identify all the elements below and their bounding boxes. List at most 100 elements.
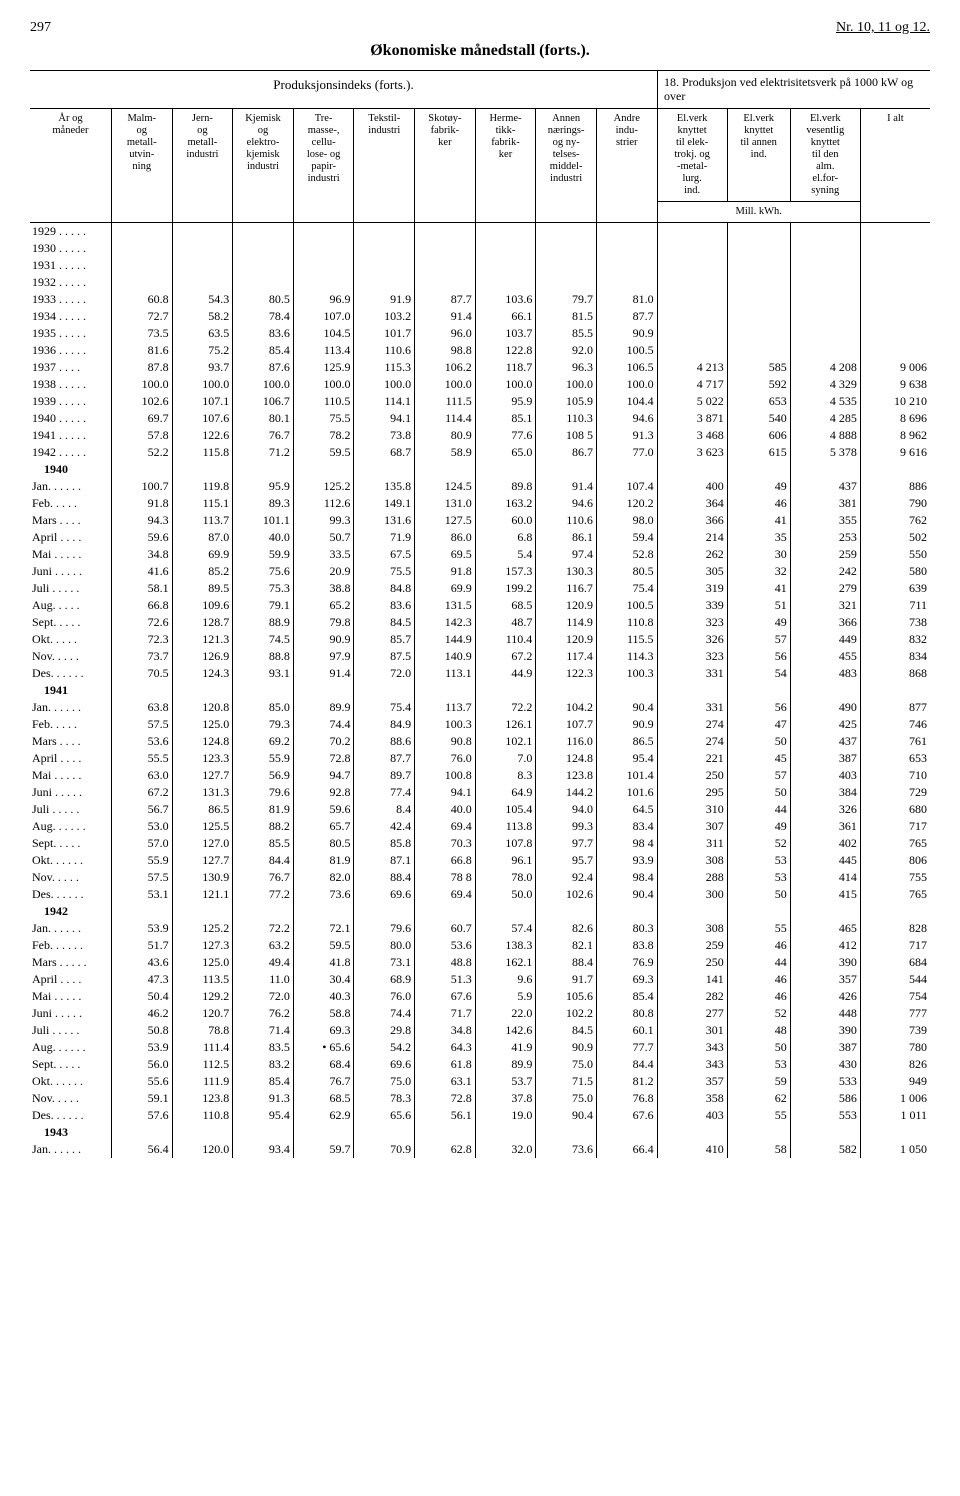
cell: 53.9 <box>111 1039 172 1056</box>
cell: 311 <box>657 835 727 852</box>
cell: 83.5 <box>233 1039 294 1056</box>
cell: 91.8 <box>111 495 172 512</box>
row-label: Aug. . . . . . <box>30 1039 111 1056</box>
cell: 122.3 <box>536 665 597 682</box>
cell: 361 <box>790 818 860 835</box>
cell: 323 <box>657 614 727 631</box>
cell: 122.6 <box>172 427 233 444</box>
cell <box>293 461 354 478</box>
cell: 72.0 <box>233 988 294 1005</box>
cell: 53.0 <box>111 818 172 835</box>
table-row: Jan. . . . . .53.9125.272.272.179.660.75… <box>30 920 930 937</box>
cell: 72.6 <box>111 614 172 631</box>
cell: 63.0 <box>111 767 172 784</box>
cell: 69.5 <box>415 546 476 563</box>
cell: 483 <box>790 665 860 682</box>
cell <box>860 223 930 241</box>
cell: 755 <box>860 869 930 886</box>
cell: 79.1 <box>233 597 294 614</box>
cell: 40.3 <box>293 988 354 1005</box>
cell: 102.6 <box>111 393 172 410</box>
cell: 51 <box>727 597 790 614</box>
cell: 57.5 <box>111 716 172 733</box>
cell: 381 <box>790 495 860 512</box>
cell: 63.2 <box>233 937 294 954</box>
cell <box>415 257 476 274</box>
cell: 100.5 <box>596 342 657 359</box>
cell: 790 <box>860 495 930 512</box>
cell: 68.5 <box>293 1090 354 1107</box>
cell <box>657 291 727 308</box>
row-label: 1932 . . . . . <box>30 274 111 291</box>
cell: 68.7 <box>354 444 415 461</box>
cell: 710 <box>860 767 930 784</box>
cell: 74.4 <box>293 716 354 733</box>
cell: 331 <box>657 699 727 716</box>
row-label: April . . . . <box>30 529 111 546</box>
cell: 67.2 <box>475 648 536 665</box>
cell: 64.5 <box>596 801 657 818</box>
cell: 56.9 <box>233 767 294 784</box>
cell <box>354 240 415 257</box>
cell: 40.0 <box>415 801 476 818</box>
cell: 125.0 <box>172 954 233 971</box>
cell: 115.3 <box>354 359 415 376</box>
cell: 138.3 <box>475 937 536 954</box>
cell: 52.8 <box>596 546 657 563</box>
cell <box>293 682 354 699</box>
cell <box>860 291 930 308</box>
th-c9: Andreindu-strier <box>596 109 657 223</box>
row-label: 1936 . . . . . <box>30 342 111 359</box>
cell: 94.6 <box>596 410 657 427</box>
cell: 72.0 <box>354 665 415 682</box>
table-row: 1936 . . . . .81.675.285.4113.4110.698.8… <box>30 342 930 359</box>
cell: 22.0 <box>475 1005 536 1022</box>
cell: 3 623 <box>657 444 727 461</box>
table-row: Juli . . . . .56.786.581.959.68.440.0105… <box>30 801 930 818</box>
cell <box>354 461 415 478</box>
cell: 99.3 <box>536 818 597 835</box>
cell: 615 <box>727 444 790 461</box>
row-label: Okt. . . . . . <box>30 1073 111 1090</box>
cell: 118.7 <box>475 359 536 376</box>
cell: 69.9 <box>172 546 233 563</box>
cell: 449 <box>790 631 860 648</box>
cell: 53.6 <box>111 733 172 750</box>
cell: 70.5 <box>111 665 172 682</box>
cell: 53 <box>727 1056 790 1073</box>
cell <box>293 240 354 257</box>
cell: • 65.6 <box>293 1039 354 1056</box>
cell: 366 <box>657 512 727 529</box>
cell: 105.9 <box>536 393 597 410</box>
cell: 58.2 <box>172 308 233 325</box>
row-label: Mai . . . . . <box>30 767 111 784</box>
cell: 99.3 <box>293 512 354 529</box>
cell: 85.5 <box>536 325 597 342</box>
cell: 87.7 <box>415 291 476 308</box>
cell: 66.8 <box>415 852 476 869</box>
cell: 49.4 <box>233 954 294 971</box>
cell: 69.6 <box>354 886 415 903</box>
cell: 339 <box>657 597 727 614</box>
cell: 51.3 <box>415 971 476 988</box>
cell: 79.6 <box>354 920 415 937</box>
cell: 53.6 <box>415 937 476 954</box>
cell <box>727 223 790 241</box>
cell: 122.8 <box>475 342 536 359</box>
cell: 127.0 <box>172 835 233 852</box>
cell: 490 <box>790 699 860 716</box>
cell: 4 208 <box>790 359 860 376</box>
th-c2: Jern-ogmetall-industri <box>172 109 233 223</box>
cell: 71.7 <box>415 1005 476 1022</box>
cell: 502 <box>860 529 930 546</box>
cell: 66.4 <box>596 1141 657 1158</box>
cell: 82.6 <box>536 920 597 937</box>
cell: 53 <box>727 852 790 869</box>
cell: 75.5 <box>354 563 415 580</box>
cell: 91.3 <box>596 427 657 444</box>
cell <box>172 240 233 257</box>
cell: 76.7 <box>233 427 294 444</box>
row-label: April . . . . <box>30 971 111 988</box>
row-label: Nov. . . . . <box>30 869 111 886</box>
cell: 59.7 <box>293 1141 354 1158</box>
